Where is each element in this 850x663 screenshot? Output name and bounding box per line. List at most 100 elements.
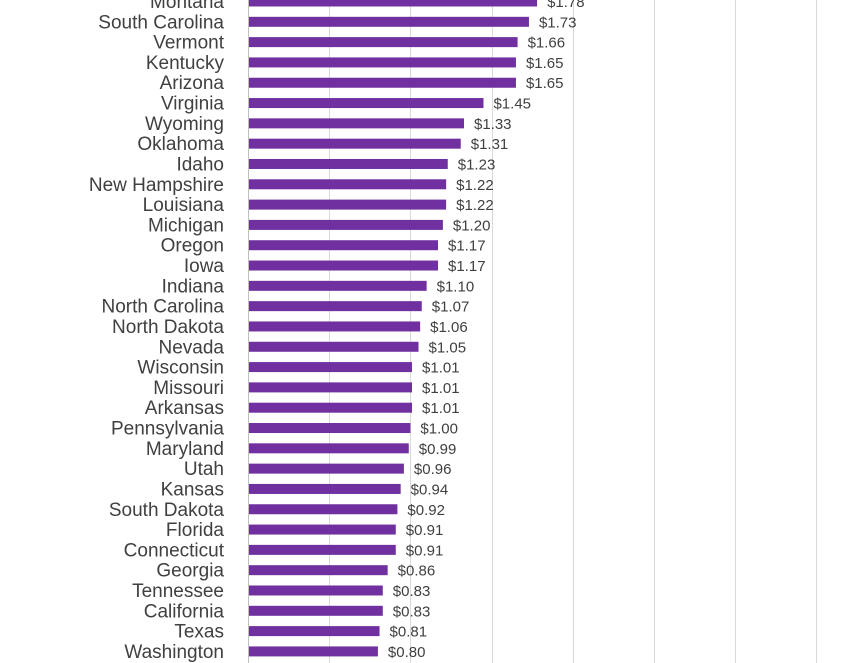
bar (248, 382, 413, 393)
bar (248, 138, 461, 149)
category-label: South Carolina (98, 12, 224, 33)
bar (248, 605, 383, 616)
category-label: North Dakota (112, 317, 224, 338)
bar (248, 57, 516, 68)
bar (248, 423, 411, 434)
value-label: $0.83 (393, 603, 431, 620)
value-label: $0.91 (406, 522, 444, 539)
bar (248, 219, 443, 230)
bar (248, 98, 484, 109)
bar (248, 524, 396, 535)
value-label: $1.00 (420, 421, 458, 438)
value-label: $1.45 (493, 96, 531, 113)
bar (248, 0, 538, 7)
category-label: Arkansas (145, 398, 224, 419)
category-label: Iowa (184, 256, 225, 277)
value-label: $1.01 (422, 360, 460, 377)
category-label: Vermont (153, 33, 224, 54)
bar (248, 362, 413, 373)
bar (248, 240, 439, 251)
bar (248, 443, 409, 454)
category-label: Nevada (159, 337, 225, 358)
category-label: New Hampshire (89, 175, 224, 196)
category-label: Maryland (146, 439, 224, 460)
value-label: $1.07 (432, 299, 470, 316)
value-label: $0.81 (390, 624, 428, 641)
category-label: Florida (166, 520, 225, 541)
bar (248, 565, 388, 576)
bar (248, 199, 447, 210)
category-label: Oregon (161, 236, 224, 257)
value-label: $1.20 (453, 217, 491, 234)
value-label: $1.05 (429, 339, 467, 356)
bar (248, 321, 421, 332)
category-label: Michigan (148, 215, 224, 236)
value-label: $1.06 (430, 319, 468, 336)
value-label: $0.83 (393, 583, 431, 600)
value-label: $1.22 (456, 197, 494, 214)
value-label: $1.01 (422, 380, 460, 397)
category-label: Oklahoma (137, 134, 224, 155)
value-label: $1.66 (528, 35, 566, 52)
category-label: Indiana (162, 276, 225, 297)
category-label: Connecticut (124, 540, 225, 561)
value-label: $0.80 (388, 644, 426, 661)
value-label: $0.96 (414, 461, 452, 478)
value-label: $1.65 (526, 55, 564, 72)
bar (248, 37, 518, 48)
category-label: Arizona (160, 73, 225, 94)
category-label: Texas (174, 622, 224, 643)
value-label: $0.94 (411, 481, 449, 498)
category-label: Washington (124, 642, 224, 663)
value-label: $1.31 (471, 136, 509, 153)
bar (248, 402, 413, 413)
gridlines (329, 0, 817, 663)
category-label: Idaho (176, 154, 224, 175)
bar (248, 483, 401, 494)
bar (248, 77, 516, 88)
value-label: $0.99 (419, 441, 457, 458)
bars (248, 0, 538, 657)
bar (248, 544, 396, 555)
value-label: $1.17 (448, 258, 486, 275)
bar (248, 341, 419, 352)
value-label: $1.73 (539, 14, 577, 31)
bar (248, 118, 464, 129)
bar (248, 158, 448, 169)
category-label: South Dakota (109, 500, 225, 521)
value-label: $1.65 (526, 75, 564, 92)
value-label: $1.78 (547, 0, 585, 11)
bar (248, 16, 529, 27)
value-label: $0.86 (398, 563, 436, 580)
value-label: $1.10 (437, 278, 475, 295)
value-label: $0.92 (407, 502, 445, 519)
category-label: Wyoming (145, 114, 224, 135)
bar (248, 626, 380, 637)
value-label: $1.33 (474, 116, 512, 133)
bar (248, 585, 383, 596)
category-label: Wisconsin (137, 358, 224, 379)
value-label: $1.22 (456, 177, 494, 194)
value-label: $0.91 (406, 542, 444, 559)
bar (248, 463, 404, 474)
category-label: Tennessee (132, 581, 224, 602)
bar (248, 179, 447, 190)
category-label: Utah (184, 459, 224, 480)
category-label: Louisiana (143, 195, 225, 216)
category-label: Kentucky (146, 53, 225, 74)
value-label: $1.01 (422, 400, 460, 417)
category-label: California (144, 601, 225, 622)
bar (248, 301, 422, 312)
category-label: Missouri (153, 378, 224, 399)
bar (248, 504, 398, 515)
category-label: Kansas (161, 479, 224, 500)
value-labels: $1.78 $1.73 $1.66 $1.65 $1.65 $1.45 $1.33 $1.31… (388, 0, 585, 661)
category-label: North Carolina (102, 297, 225, 318)
category-label: Montana (150, 0, 224, 13)
category-label: Georgia (156, 561, 224, 582)
value-label: $1.17 (448, 238, 486, 255)
value-label: $1.23 (458, 156, 496, 173)
bar (248, 260, 439, 271)
